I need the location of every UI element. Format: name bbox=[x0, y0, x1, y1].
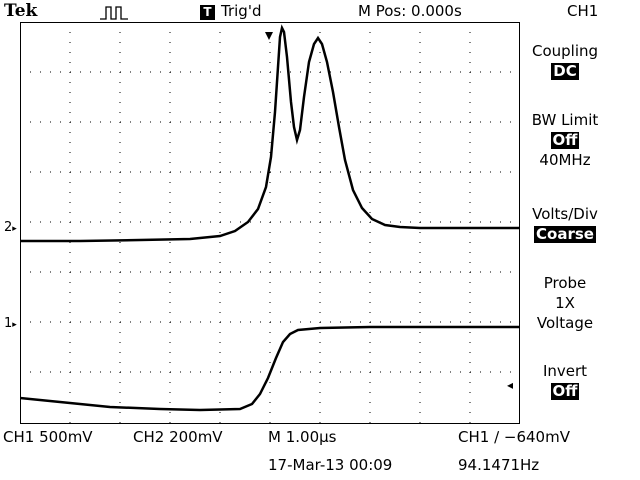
coupling-label: Coupling bbox=[531, 42, 599, 60]
ch1-scale: CH1 500mV bbox=[3, 428, 93, 446]
trigger-pulse-icon bbox=[100, 6, 128, 20]
menu-position: M Pos: 0.000s bbox=[358, 2, 462, 20]
probe-type: Voltage bbox=[536, 314, 594, 332]
bw-limit-frequency: 40MHz bbox=[539, 151, 591, 169]
volts-div-label: Volts/Div bbox=[532, 205, 598, 223]
trigger-status-text: Trig'd bbox=[221, 2, 262, 20]
trigger-badge: T bbox=[200, 5, 215, 20]
coupling-button[interactable]: Coupling DC bbox=[505, 42, 625, 80]
ch2-trace bbox=[20, 24, 520, 243]
trigger-setting: CH1 ∕ −640mV bbox=[458, 428, 570, 446]
volts-div-button[interactable]: Volts/Div Coarse bbox=[505, 205, 625, 243]
graticule bbox=[20, 22, 520, 424]
probe-button[interactable]: Probe 1X Voltage bbox=[505, 274, 625, 332]
bw-limit-label: BW Limit bbox=[531, 111, 599, 129]
invert-button[interactable]: Invert Off bbox=[505, 362, 625, 400]
date-time: 17-Mar-13 00:09 bbox=[268, 456, 393, 474]
volts-div-value: Coarse bbox=[534, 225, 596, 243]
coupling-value: DC bbox=[551, 62, 579, 80]
timebase: M 1.00µs bbox=[268, 428, 337, 446]
probe-label: Probe bbox=[543, 274, 587, 292]
ch2-ground-marker: 2▸ bbox=[4, 220, 17, 235]
ch1-trace bbox=[20, 325, 520, 412]
ch1-ground-marker: 1▸ bbox=[4, 316, 17, 331]
ch2-scale: CH2 200mV bbox=[133, 428, 223, 446]
bw-limit-button[interactable]: BW Limit Off 40MHz bbox=[505, 111, 625, 169]
brand-logo: Tek bbox=[4, 1, 38, 21]
invert-label: Invert bbox=[542, 362, 588, 380]
trigger-level-marker: ◂ bbox=[507, 378, 514, 392]
bw-limit-value: Off bbox=[550, 131, 580, 149]
trigger-status: T Trig'd bbox=[200, 2, 261, 20]
trigger-position-marker bbox=[265, 32, 273, 40]
waveform-display bbox=[20, 22, 520, 424]
menu-channel-title: CH1 bbox=[567, 2, 599, 20]
invert-value: Off bbox=[550, 382, 580, 400]
probe-value: 1X bbox=[555, 294, 575, 312]
trigger-frequency: 94.1471Hz bbox=[458, 456, 540, 474]
